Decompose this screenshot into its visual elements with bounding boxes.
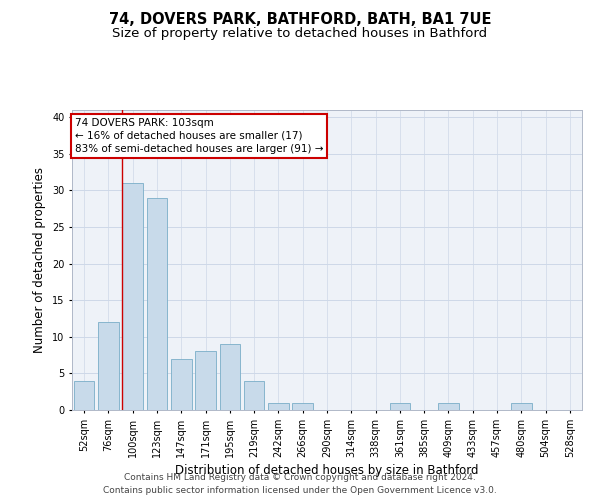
Text: Contains HM Land Registry data © Crown copyright and database right 2024.
Contai: Contains HM Land Registry data © Crown c…	[103, 474, 497, 495]
Text: Size of property relative to detached houses in Bathford: Size of property relative to detached ho…	[112, 28, 488, 40]
Y-axis label: Number of detached properties: Number of detached properties	[34, 167, 46, 353]
Bar	[146, 198, 167, 410]
Bar	[268, 402, 289, 410]
Bar	[74, 380, 94, 410]
Bar	[195, 352, 216, 410]
Bar	[220, 344, 240, 410]
Bar	[98, 322, 119, 410]
Bar	[171, 359, 191, 410]
Bar	[244, 380, 265, 410]
Text: 74 DOVERS PARK: 103sqm
← 16% of detached houses are smaller (17)
83% of semi-det: 74 DOVERS PARK: 103sqm ← 16% of detached…	[74, 118, 323, 154]
Text: 74, DOVERS PARK, BATHFORD, BATH, BA1 7UE: 74, DOVERS PARK, BATHFORD, BATH, BA1 7UE	[109, 12, 491, 28]
Bar	[292, 402, 313, 410]
Bar	[122, 183, 143, 410]
Bar	[511, 402, 532, 410]
Bar	[389, 402, 410, 410]
Bar	[438, 402, 459, 410]
X-axis label: Distribution of detached houses by size in Bathford: Distribution of detached houses by size …	[175, 464, 479, 477]
